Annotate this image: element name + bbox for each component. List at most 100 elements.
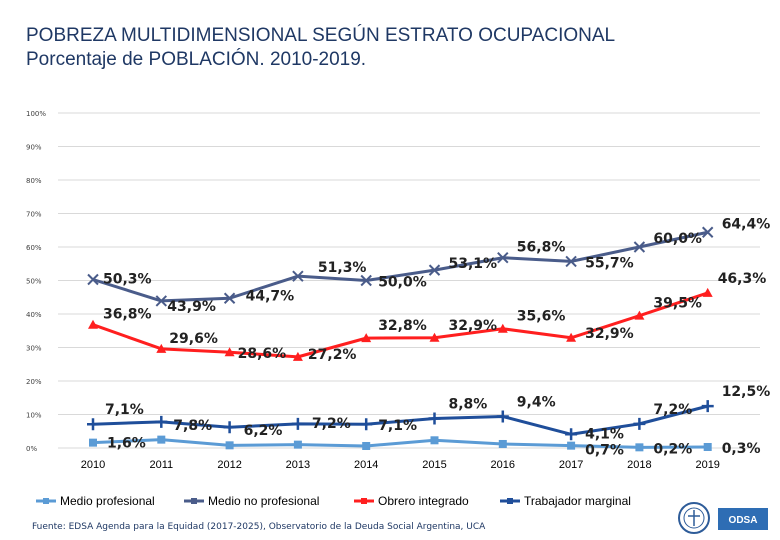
- legend-marker: [43, 498, 49, 504]
- data-point: [155, 415, 168, 428]
- data-label: 39,5%: [653, 296, 702, 312]
- data-point: [87, 273, 99, 286]
- y-tick-label: 80%: [26, 177, 42, 185]
- data-label: 53,1%: [449, 256, 498, 272]
- legend-label: Trabajador marginal: [524, 494, 631, 508]
- data-point: [702, 287, 713, 297]
- data-label: 44,7%: [246, 288, 295, 304]
- data-point: [497, 323, 508, 333]
- y-tick-label: 100%: [26, 110, 46, 118]
- legend-label: Medio profesional: [60, 494, 155, 508]
- logo-text: ODSA: [729, 515, 758, 526]
- data-point: [156, 343, 167, 353]
- series-medio-no-profesional: 50,3% 43,9% 44,7% 51,3% 50,0% 53,1% 56,8% 55,7%…: [87, 216, 771, 315]
- x-tick-label: 2017: [559, 459, 583, 471]
- y-tick-label: 90%: [26, 144, 42, 152]
- data-label: 4,1%: [585, 426, 624, 442]
- y-tick-label: 10%: [26, 412, 42, 420]
- data-point: [291, 417, 304, 430]
- data-point: [224, 347, 235, 357]
- title-line-2: Porcentaje de POBLACIÓN. 2010-2019.: [26, 49, 367, 70]
- data-point: [565, 428, 578, 441]
- x-tick-label: 2018: [627, 459, 651, 471]
- legend-label: Obrero integrado: [378, 494, 469, 508]
- data-label: 32,9%: [449, 318, 498, 334]
- y-tick-label: 20%: [26, 378, 42, 386]
- data-label: 7,2%: [312, 416, 351, 432]
- x-tick-label: 2015: [422, 459, 446, 471]
- y-tick-label: 0%: [26, 445, 37, 453]
- legend-item: Trabajador marginal: [500, 494, 631, 508]
- data-label: 43,9%: [167, 299, 216, 315]
- data-point: [430, 436, 439, 445]
- data-label: 9,4%: [517, 395, 556, 411]
- data-label: 50,0%: [378, 275, 427, 291]
- data-point: [361, 333, 372, 343]
- data-point: [701, 400, 714, 413]
- data-label: 29,6%: [169, 331, 218, 347]
- data-point: [292, 270, 304, 282]
- data-point: [633, 241, 646, 253]
- legend-item: Medio profesional: [36, 494, 155, 508]
- data-label: 32,8%: [378, 318, 427, 334]
- source-footnote: Fuente: EDSA Agenda para la Equidad (201…: [32, 522, 486, 532]
- x-tick-label: 2016: [491, 459, 515, 471]
- data-label: 35,6%: [517, 309, 566, 325]
- data-label: 51,3%: [318, 260, 367, 276]
- legend-item: Medio no profesional: [184, 494, 319, 508]
- legend-marker: [507, 498, 513, 504]
- data-point: [157, 435, 166, 444]
- data-label: 64,4%: [722, 216, 771, 232]
- x-tick-label: 2010: [81, 459, 105, 471]
- y-tick-label: 30%: [26, 345, 42, 353]
- title-line-1: POBREZA MULTIDIMENSIONAL SEGÚN ESTRATO O…: [26, 25, 616, 46]
- series-trabajador-marginal: 7,1% 7,8% 6,2% 7,2% 7,1% 8,8% 9,4% 4,1% 7,2% 12,5…: [87, 384, 770, 442]
- legend-label: Medio no profesional: [208, 494, 319, 508]
- data-label: 7,2%: [653, 402, 692, 418]
- data-label: 28,6%: [238, 346, 287, 362]
- data-point: [225, 441, 234, 450]
- y-tick-label: 60%: [26, 244, 42, 252]
- series-line: [92, 291, 709, 359]
- data-point: [634, 310, 645, 320]
- data-label: 32,9%: [585, 326, 634, 342]
- data-point: [223, 421, 236, 434]
- data-label: 46,3%: [718, 271, 767, 287]
- data-point: [360, 418, 373, 431]
- data-label: 7,8%: [173, 418, 212, 434]
- y-tick-label: 50%: [26, 278, 42, 286]
- data-label: 36,8%: [103, 307, 152, 323]
- data-point: [497, 252, 509, 264]
- data-point: [293, 440, 302, 449]
- data-point: [223, 292, 236, 304]
- series-line: [92, 230, 709, 303]
- data-label: 50,3%: [103, 271, 152, 287]
- data-point: [565, 255, 577, 268]
- data-label: 6,2%: [244, 423, 283, 439]
- data-point: [429, 332, 440, 342]
- data-label: 7,1%: [105, 402, 144, 418]
- data-point: [292, 351, 303, 361]
- data-point: [87, 418, 99, 431]
- data-point: [360, 274, 372, 287]
- data-point: [498, 439, 507, 448]
- data-point: [89, 438, 97, 447]
- data-label: 8,8%: [449, 397, 488, 413]
- data-point: [566, 332, 577, 342]
- data-label: 12,5%: [722, 384, 771, 400]
- x-tick-label: 2012: [217, 459, 241, 471]
- data-label: 0,7%: [585, 443, 624, 459]
- data-point: [428, 412, 441, 425]
- data-point: [703, 442, 712, 451]
- data-point: [155, 295, 168, 307]
- chart-title: POBREZA MULTIDIMENSIONAL SEGÚN ESTRATO O…: [26, 24, 615, 72]
- series-medio-profesional: 1,6% 0,7% 0,2% 0,3%: [89, 435, 761, 459]
- x-tick-label: 2011: [149, 459, 173, 471]
- data-label: 7,1%: [378, 418, 417, 434]
- odsa-logo: ODSA: [678, 502, 768, 534]
- data-point: [635, 443, 644, 452]
- data-point: [633, 417, 646, 430]
- series-line: [92, 404, 709, 436]
- series-obrero-integrado: 36,8% 29,6% 28,6% 27,2% 32,8% 32,9% 35,6% 32,9%…: [88, 271, 766, 363]
